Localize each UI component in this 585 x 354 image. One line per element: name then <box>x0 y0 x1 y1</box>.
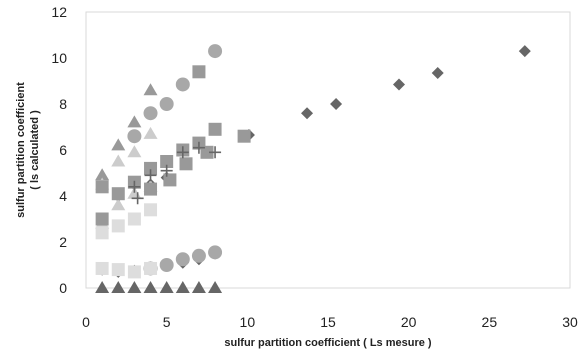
data-point-diamond <box>392 78 405 91</box>
data-point-triangle <box>111 154 126 167</box>
data-point-plus <box>176 146 189 159</box>
data-point-diamond <box>330 98 343 110</box>
data-point-square <box>127 265 141 279</box>
data-point-square <box>95 212 109 226</box>
data-point-triangle <box>143 281 158 293</box>
x-tick-label: 15 <box>320 314 336 330</box>
y-tick-label: 4 <box>59 188 67 204</box>
data-point-square <box>144 261 158 275</box>
data-point-diamond <box>431 66 444 79</box>
x-tick-label: 0 <box>82 314 90 330</box>
x-tick-label: 20 <box>401 314 417 330</box>
y-tick-label: 2 <box>59 234 67 250</box>
y-tick-label: 12 <box>51 4 67 20</box>
x-tick-label: 5 <box>163 314 171 330</box>
plot-area <box>85 11 571 289</box>
x-tick-label: 25 <box>482 314 498 330</box>
data-point-triangle <box>143 83 158 96</box>
data-point-square <box>127 212 141 226</box>
data-point-square <box>200 145 214 159</box>
data-point-plus <box>160 164 173 177</box>
y-axis-title: sulfur partition coefficient ( ls calcul… <box>15 82 41 218</box>
data-point-square <box>208 122 222 136</box>
data-point-triangle <box>143 126 158 139</box>
data-point-triangle <box>191 281 206 293</box>
data-point-plus <box>144 169 157 182</box>
data-point-triangle <box>127 115 142 128</box>
data-point-circle <box>159 97 174 111</box>
y-axis-title-line1: sulfur partition coefficient <box>15 82 27 218</box>
y-axis-ticks: 0 2 4 6 8 10 12 <box>51 4 67 296</box>
data-point-circle <box>208 245 223 260</box>
data-point-plus <box>131 192 144 205</box>
data-point-square <box>192 65 206 79</box>
data-point-triangle <box>175 281 190 293</box>
y-tick-label: 0 <box>59 280 67 296</box>
data-point-square <box>160 155 174 168</box>
data-point-diamond <box>301 107 314 120</box>
data-point-triangle <box>159 281 174 293</box>
data-point-square <box>144 182 158 196</box>
data-point-square <box>144 203 158 217</box>
x-tick-label: 10 <box>240 314 256 330</box>
data-point-square <box>144 161 158 175</box>
data-point-square <box>95 226 109 240</box>
data-point-square <box>179 157 193 171</box>
data-point-circle <box>208 44 223 59</box>
data-point-plus <box>128 180 141 193</box>
data-point-square <box>95 180 109 194</box>
data-point-circle <box>159 258 174 272</box>
data-point-triangle <box>111 281 126 293</box>
y-axis-title-line2: ( ls calculated ) <box>29 110 41 190</box>
y-tick-label: 10 <box>51 50 67 66</box>
x-axis-ticks: 0 5 10 15 20 25 30 <box>82 314 578 330</box>
data-point-square <box>111 263 125 277</box>
data-point-circle <box>175 252 190 267</box>
y-tick-label: 8 <box>59 96 67 112</box>
data-point-circle <box>191 248 206 263</box>
data-point-square <box>111 187 125 201</box>
data-point-triangle <box>95 281 110 293</box>
data-point-square <box>111 219 125 233</box>
data-point-plus <box>192 141 205 154</box>
x-tick-label: 30 <box>562 314 578 330</box>
data-point-triangle <box>127 281 142 293</box>
data-point-triangle <box>111 138 126 151</box>
data-point-plus <box>209 146 222 159</box>
data-point-triangle <box>208 281 223 293</box>
data-point-square <box>163 173 177 187</box>
data-point-circle <box>175 77 190 92</box>
y-tick-label: 6 <box>59 142 67 158</box>
data-point-circle <box>143 106 158 121</box>
data-point-diamond <box>518 45 531 58</box>
data-point-square <box>237 129 251 143</box>
data-points <box>95 44 531 293</box>
data-point-square <box>95 261 109 275</box>
x-axis-title: sulfur partition coefficient ( Ls mesure… <box>224 337 432 349</box>
data-point-triangle <box>95 168 110 181</box>
data-point-circle <box>127 129 142 144</box>
data-point-triangle <box>127 145 142 158</box>
data-point-triangle <box>111 198 126 211</box>
